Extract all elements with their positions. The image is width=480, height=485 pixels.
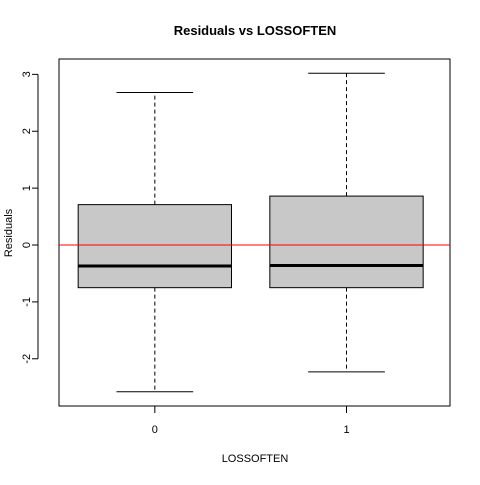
x-axis-label: LOSSOFTEN bbox=[222, 453, 289, 465]
y-tick-label: -2 bbox=[21, 354, 33, 364]
y-tick-label: 2 bbox=[21, 128, 33, 134]
y-tick-label: 1 bbox=[21, 185, 33, 191]
y-tick-label: 3 bbox=[21, 71, 33, 77]
plot-layer: -2 -1 0 1 2 3 0 1 bbox=[21, 71, 450, 436]
y-axis-label: Residuals bbox=[3, 208, 15, 257]
x-tick-label: 0 bbox=[152, 424, 158, 436]
chart-title: Residuals vs LOSSOFTEN bbox=[174, 23, 337, 38]
y-tick-label: -1 bbox=[21, 297, 33, 307]
y-tick-label: 0 bbox=[21, 242, 33, 248]
box-iqr bbox=[77, 204, 232, 289]
x-tick-label: 1 bbox=[343, 424, 349, 436]
box-iqr bbox=[269, 195, 424, 289]
